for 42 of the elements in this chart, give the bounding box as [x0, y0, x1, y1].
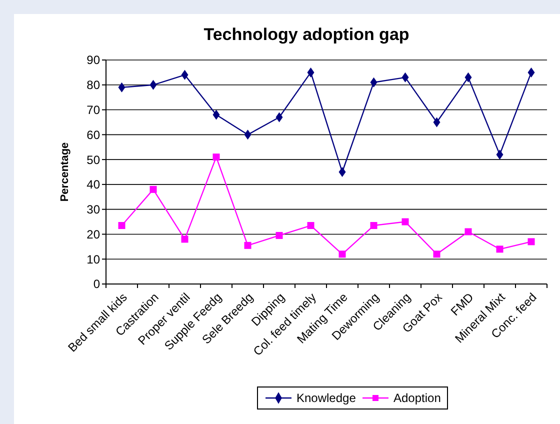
point [212, 110, 220, 120]
point [402, 72, 409, 82]
point [370, 77, 378, 88]
y-tick-label: 50 [86, 152, 100, 167]
point [433, 117, 440, 128]
y-tick-label: 90 [86, 53, 100, 68]
y-tick-label: 0 [93, 277, 100, 292]
y-tick-label: 20 [86, 227, 100, 242]
y-tick-label: 80 [86, 78, 100, 92]
point [181, 236, 188, 243]
point [276, 232, 283, 239]
point [150, 186, 157, 193]
point [307, 67, 314, 78]
y-tick-label: 30 [86, 202, 100, 217]
point [464, 72, 472, 82]
y-axis-title: Percentage [59, 142, 71, 202]
point [496, 246, 504, 253]
chart-title: Technology adoption gap [204, 25, 410, 44]
point [276, 112, 283, 122]
point [370, 222, 378, 230]
y-tick-label: 70 [86, 102, 100, 117]
point [307, 222, 314, 230]
point [118, 222, 126, 230]
point [338, 167, 346, 177]
point [464, 228, 472, 236]
point [212, 154, 220, 161]
point [181, 70, 188, 80]
point [244, 130, 252, 140]
legend-label: Knowledge [296, 391, 356, 406]
y-tick-label: 40 [86, 178, 100, 192]
point [528, 238, 535, 246]
point [150, 80, 157, 90]
point [496, 150, 504, 160]
point [338, 250, 346, 258]
point [244, 242, 252, 249]
legend-label: Adoption [394, 391, 441, 406]
y-tick-label: 60 [86, 128, 100, 142]
point [433, 250, 440, 258]
point [528, 67, 535, 78]
point [402, 218, 409, 226]
point [118, 82, 126, 92]
y-tick-label: 10 [86, 252, 100, 266]
